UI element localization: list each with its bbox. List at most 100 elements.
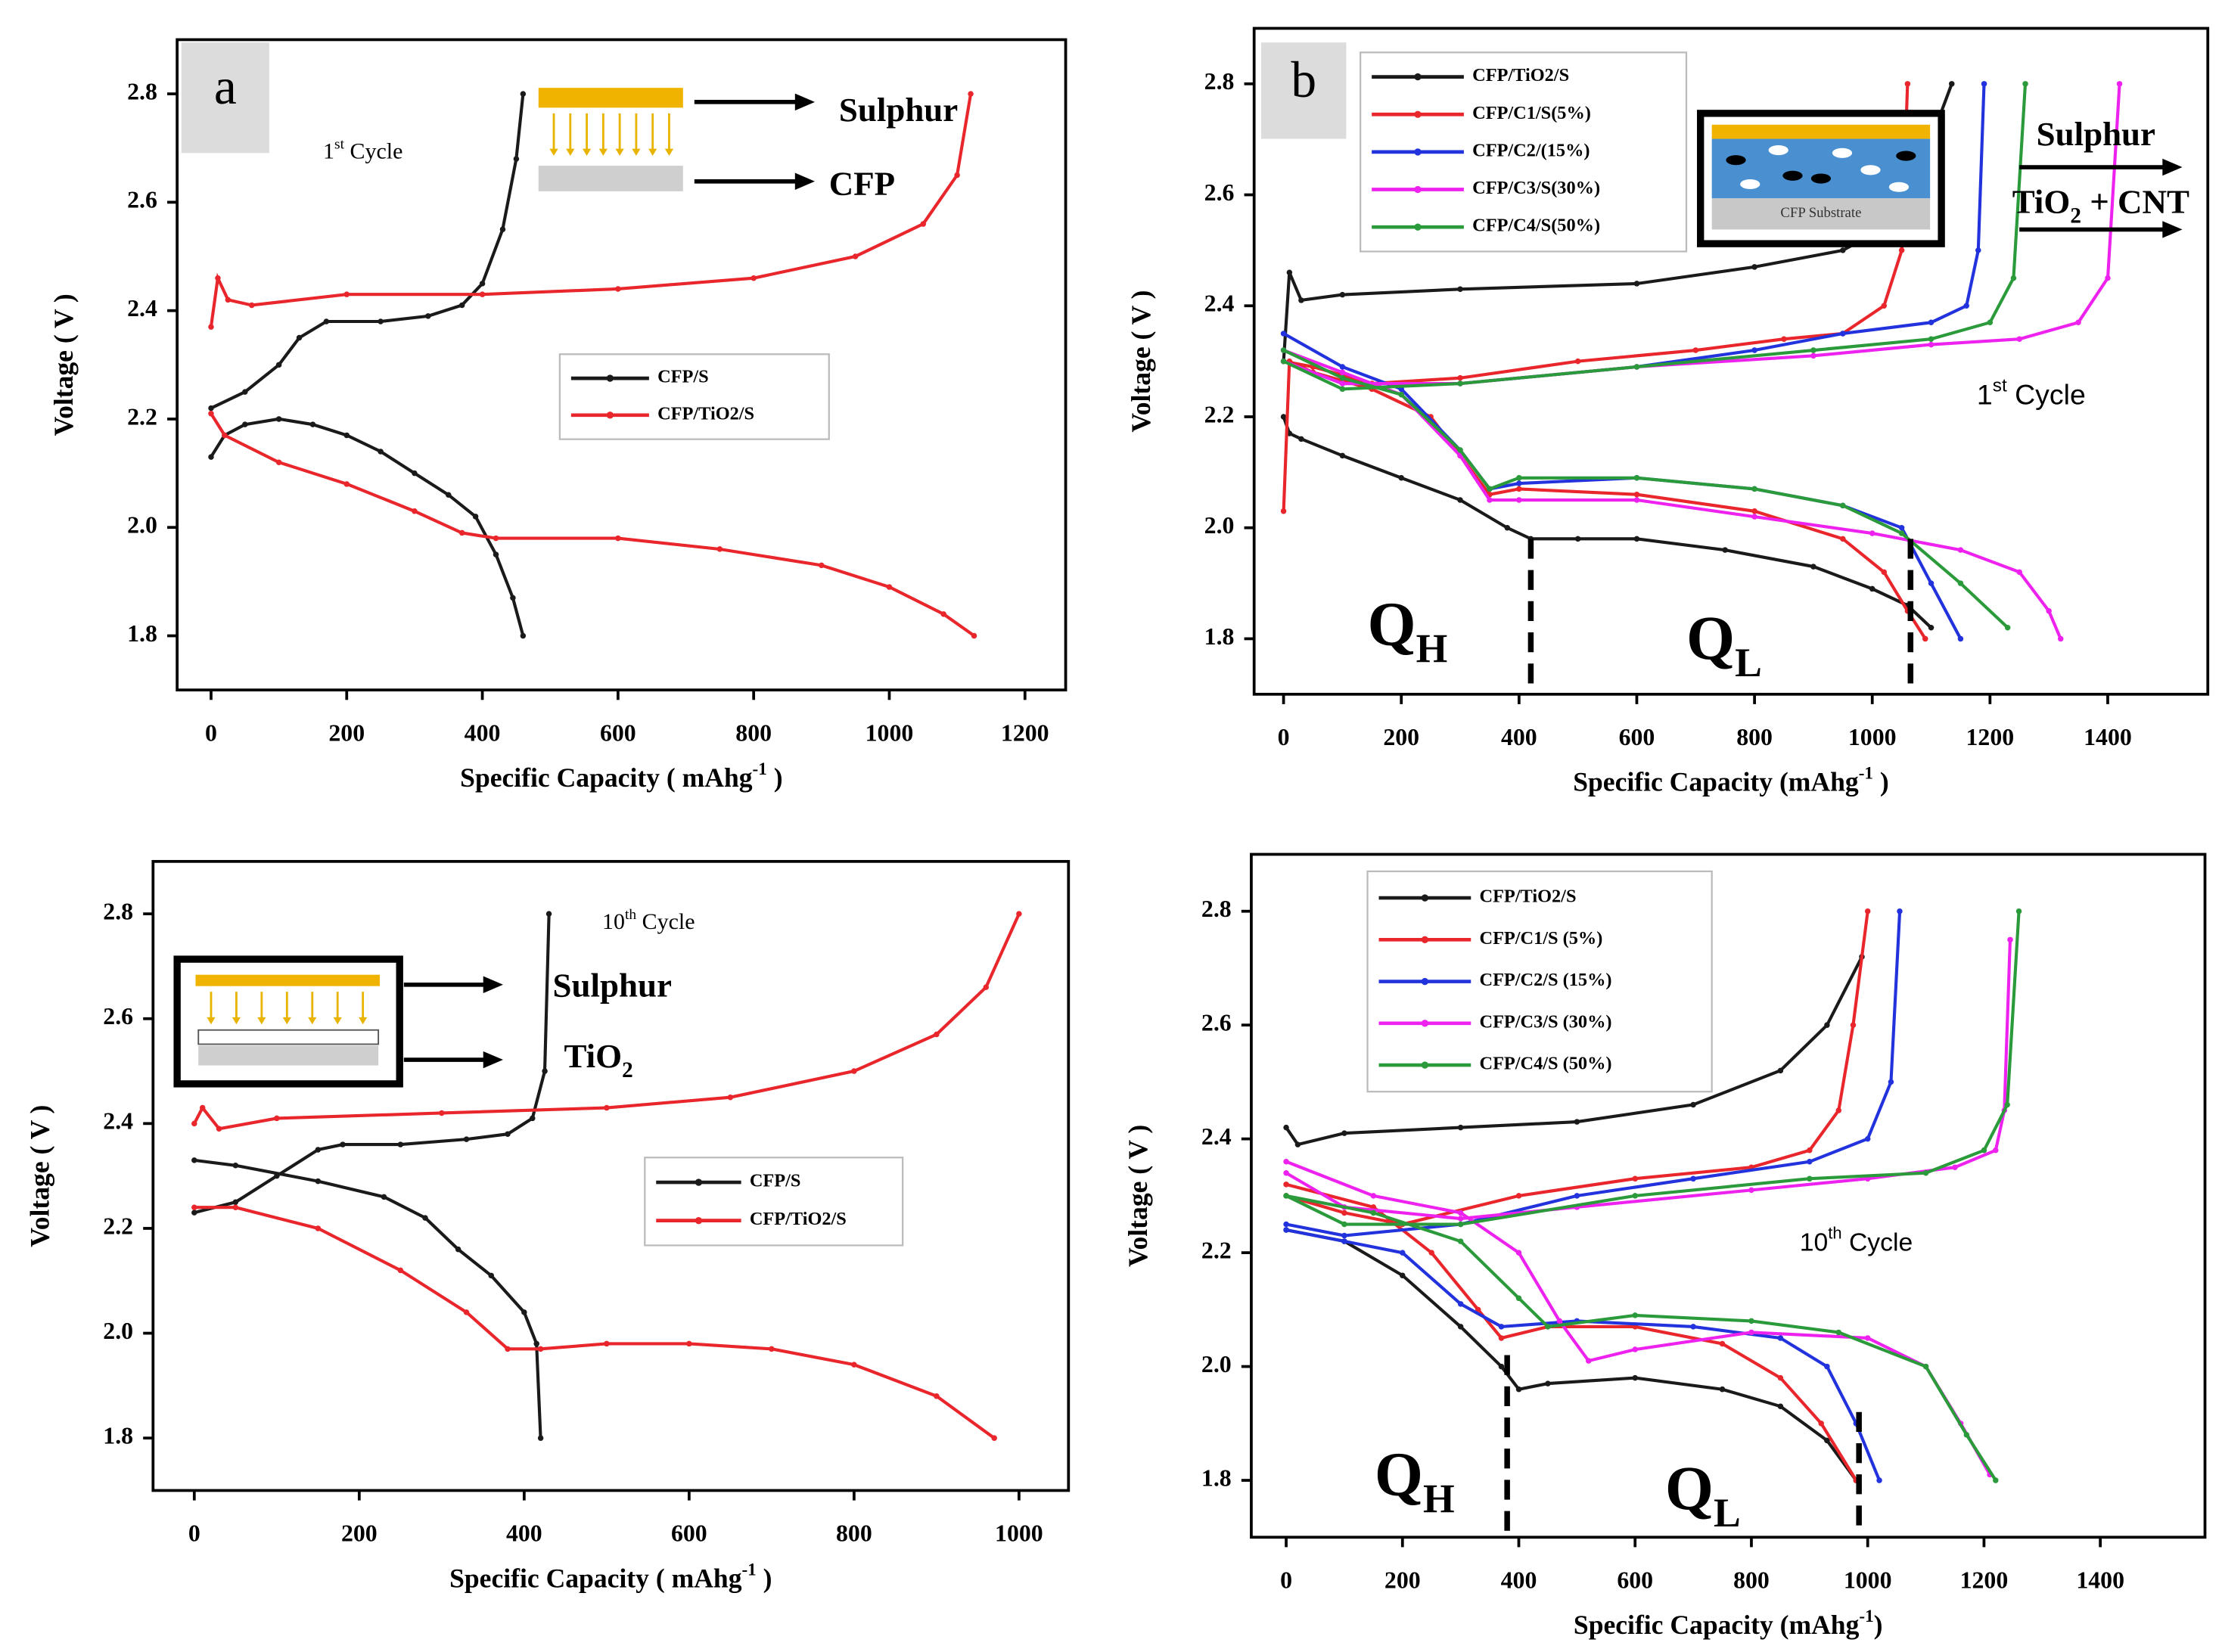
data-point	[1633, 536, 1640, 542]
legend-label: CFP/C1/S(5%)	[1472, 103, 1591, 123]
x-tick-label: 1000	[1844, 1567, 1892, 1594]
arrow-head	[2162, 158, 2183, 176]
inset-label: CFP	[829, 165, 895, 203]
data-point	[1949, 81, 1955, 87]
data-point	[1881, 569, 1888, 576]
data-point	[1398, 474, 1404, 481]
data-point	[275, 459, 282, 466]
data-point	[513, 156, 520, 162]
data-point	[315, 1225, 322, 1231]
x-tick-label: 0	[1280, 1567, 1292, 1594]
data-point	[1864, 1135, 1871, 1142]
data-point	[275, 416, 282, 422]
data-point	[1719, 1340, 1726, 1347]
data-point	[1016, 911, 1022, 917]
data-point	[1898, 524, 1905, 531]
arrow-head	[483, 1051, 503, 1069]
data-point	[521, 1309, 527, 1315]
data-point	[222, 432, 228, 439]
x-tick-label: 600	[600, 719, 636, 746]
x-axis-label-part: Specific Capacity (mAhg	[1574, 1610, 1860, 1640]
data-point	[1751, 486, 1757, 492]
data-point	[315, 1178, 322, 1185]
x-axis-label-part: )	[1873, 767, 1889, 797]
arrow-head	[483, 976, 503, 994]
legend-label: CFP/C4/S(50%)	[1472, 216, 1600, 236]
plot-frame	[1252, 26, 2210, 696]
data-point	[968, 91, 974, 97]
data-point	[191, 1210, 197, 1216]
inset-arrow-head	[566, 148, 575, 157]
data-point	[1810, 352, 1816, 359]
inset-label-part: + CNT	[2081, 183, 2189, 221]
inset-arrow-head	[615, 148, 624, 157]
x-axis-label: Specific Capacity ( mAhg-1 )	[460, 759, 782, 793]
data-point	[1286, 269, 1293, 275]
data-point	[1632, 1374, 1638, 1381]
legend-marker	[1414, 185, 1422, 194]
data-point	[1993, 1477, 1999, 1483]
data-point	[1457, 374, 1463, 381]
x-tick-label: 1000	[995, 1520, 1043, 1547]
data-point	[1632, 1312, 1638, 1318]
legend-label: CFP/C3/S(30%)	[1472, 178, 1600, 198]
capacity-region-label-part: Q	[1665, 1454, 1714, 1523]
data-point	[505, 1131, 511, 1137]
inset-arrow-head	[598, 148, 608, 157]
data-point	[851, 1362, 857, 1368]
y-tick-label: 2.2	[127, 403, 157, 430]
sulphur-layer	[1711, 124, 1931, 139]
data-point	[1574, 1193, 1580, 1199]
data-point	[1810, 347, 1816, 353]
data-point	[1280, 358, 1287, 365]
data-point	[1690, 1324, 1696, 1330]
data-point	[1922, 1363, 1929, 1370]
data-point	[615, 286, 621, 292]
sulphur-layer	[195, 974, 380, 986]
data-point	[886, 584, 893, 590]
x-axis-label: Specific Capacity (mAhg-1 )	[1573, 764, 1889, 797]
inset-arrow-head	[207, 1017, 216, 1025]
y-tick-label: 2.6	[103, 1003, 133, 1029]
arrow-head	[794, 172, 816, 190]
data-point	[1881, 303, 1888, 309]
data-point	[1692, 347, 1699, 353]
data-point	[1545, 1324, 1551, 1330]
data-point	[1556, 1318, 1563, 1324]
data-point	[1633, 474, 1640, 481]
data-point	[208, 454, 214, 460]
data-point	[2004, 625, 2011, 631]
legend-marker	[1414, 110, 1422, 118]
capacity-region-label-part: L	[1714, 1490, 1741, 1536]
data-point	[2016, 336, 2022, 343]
data-point	[604, 1340, 610, 1347]
data-point	[274, 1172, 280, 1179]
legend-marker	[1421, 1020, 1429, 1027]
data-point	[851, 1068, 857, 1074]
inset-label: TiO2	[564, 1037, 632, 1082]
data-point	[472, 514, 479, 520]
data-point	[1632, 1346, 1638, 1352]
data-point	[1864, 908, 1871, 914]
data-point	[1498, 1324, 1505, 1330]
data-point	[1487, 497, 1493, 503]
data-point	[488, 1272, 494, 1279]
data-point	[2075, 319, 2081, 326]
data-point	[242, 389, 248, 395]
data-point	[1751, 514, 1757, 520]
data-point	[274, 1115, 280, 1122]
data-point	[1981, 81, 1987, 87]
data-point	[1487, 486, 1493, 492]
inset-arrow-head	[664, 148, 674, 157]
data-point	[446, 492, 452, 498]
legend-marker	[1414, 223, 1422, 231]
data-point	[225, 297, 232, 303]
data-point	[1457, 1238, 1464, 1244]
data-point	[1280, 347, 1287, 353]
data-point	[199, 1104, 206, 1111]
data-point	[1574, 358, 1581, 365]
cycle-label-part: 1	[1977, 378, 1993, 410]
data-point	[1457, 1221, 1464, 1228]
data-point	[1975, 247, 1981, 253]
y-tick-label: 2.4	[103, 1108, 133, 1135]
